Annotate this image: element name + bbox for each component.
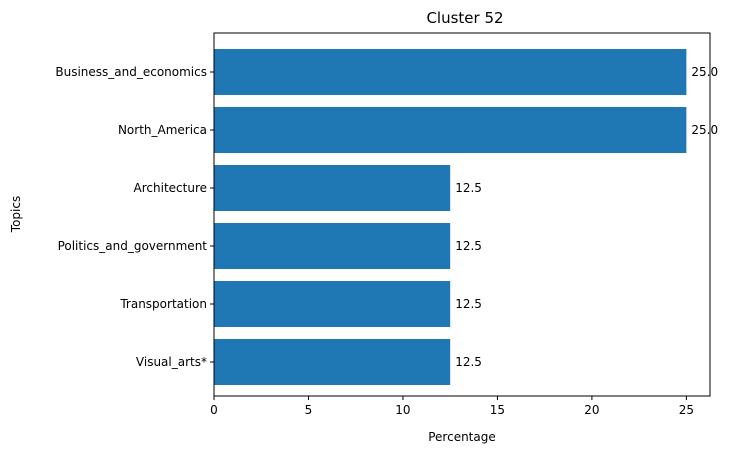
bar-value-label: 12.5 xyxy=(455,297,482,311)
x-tick-label: 15 xyxy=(490,403,505,417)
x-tick-label: 20 xyxy=(584,403,599,417)
y-tick-label: North_America xyxy=(118,123,207,137)
bar-5 xyxy=(214,339,451,385)
bar-value-label: 12.5 xyxy=(455,355,482,369)
y-axis: Business_and_economics North_America Archi… xyxy=(55,65,214,369)
bar-4 xyxy=(214,281,451,327)
x-tick-label: 5 xyxy=(305,403,313,417)
x-tick-label: 0 xyxy=(210,403,218,417)
bar-value-label: 25.0 xyxy=(691,123,718,137)
bar-value-label: 25.0 xyxy=(691,65,718,79)
x-axis-label: Percentage xyxy=(428,430,496,444)
y-tick-label: Architecture xyxy=(134,181,207,195)
bar-0 xyxy=(214,49,687,95)
x-axis: 0 5 10 15 20 25 xyxy=(210,396,694,417)
y-axis-label: Topics xyxy=(9,196,23,233)
x-tick-label: 25 xyxy=(679,403,694,417)
bars-layer xyxy=(214,49,687,385)
chart-title: Cluster 52 xyxy=(426,9,503,27)
bar-2 xyxy=(214,165,451,211)
bar-labels-layer: 25.0 25.0 12.5 12.5 12.5 12.5 xyxy=(455,65,718,369)
bar-value-label: 12.5 xyxy=(455,181,482,195)
y-tick-label: Business_and_economics xyxy=(55,65,207,79)
bar-1 xyxy=(214,107,687,153)
x-tick-label: 10 xyxy=(395,403,410,417)
bar-3 xyxy=(214,223,451,269)
bar-value-label: 12.5 xyxy=(455,239,482,253)
y-tick-label: Politics_and_government xyxy=(58,239,208,253)
y-tick-label: Transportation xyxy=(119,297,207,311)
plot-frame xyxy=(213,32,711,397)
y-tick-label: Visual_arts* xyxy=(136,355,207,369)
